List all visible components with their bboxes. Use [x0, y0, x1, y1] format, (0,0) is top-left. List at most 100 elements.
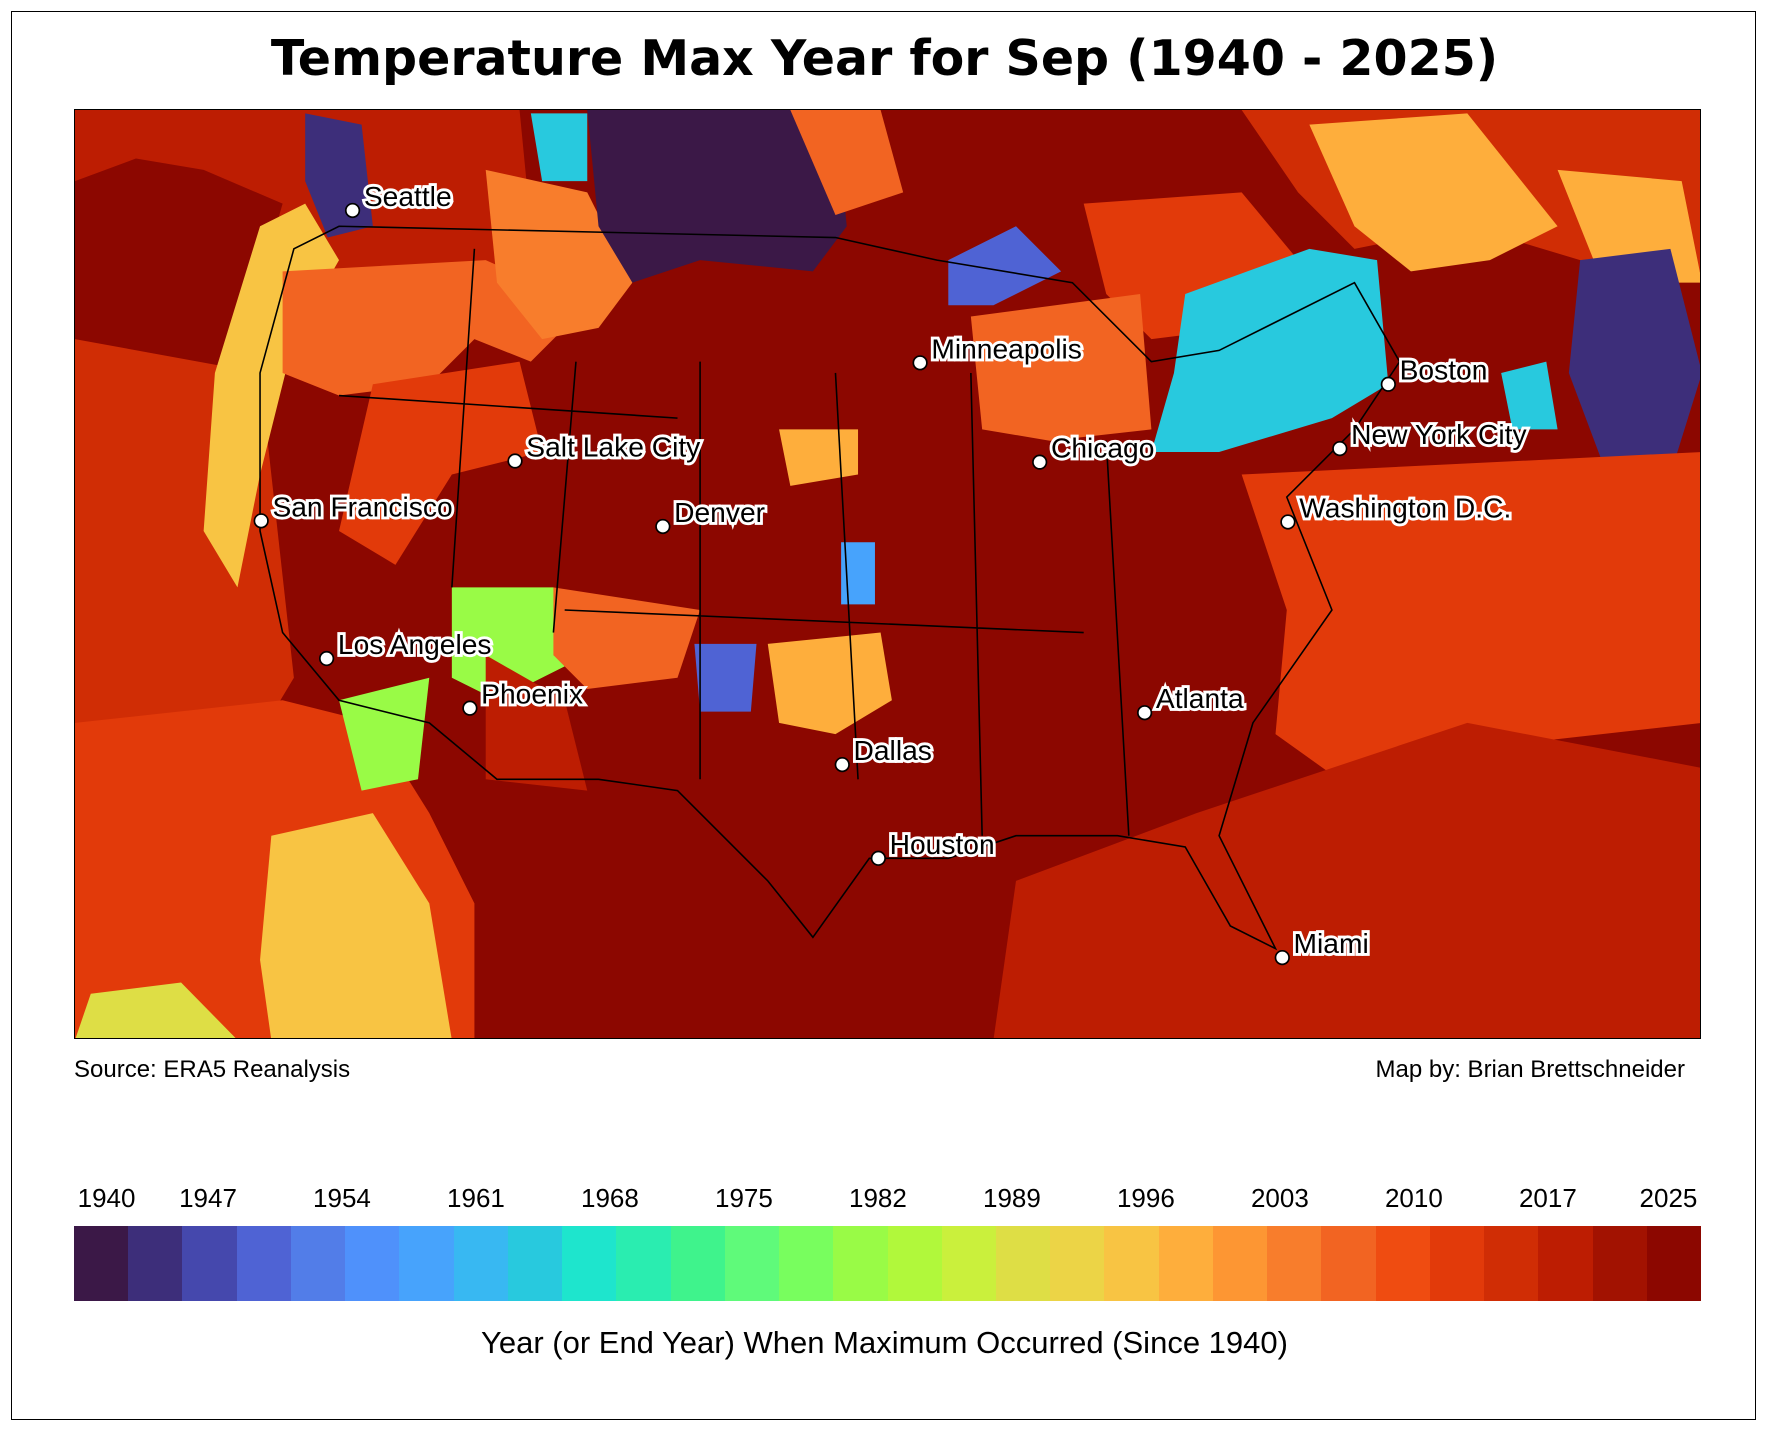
city-dot-icon: [318, 650, 335, 667]
city-label: New York City: [1351, 418, 1527, 450]
colorbar-swatch: [1538, 1226, 1593, 1301]
colorbar-tick-label: 1996: [1116, 1183, 1175, 1213]
colorbar-swatch: [74, 1226, 129, 1301]
colorbar-tick-label: 2025: [1639, 1183, 1698, 1213]
city-dot-icon: [344, 202, 361, 219]
colorbar: [74, 1226, 1702, 1301]
city-san-francisco: San Francisco: [253, 487, 456, 529]
colorbar-swatch: [1267, 1226, 1322, 1301]
city-phoenix: Phoenix: [462, 675, 586, 716]
city-markers: Seattle Minneapolis Boston Salt Lake City Ch…: [253, 177, 1530, 966]
city-label: Los Angeles: [338, 628, 492, 660]
city-dot-icon: [1032, 454, 1048, 470]
colorbar-swatch: [887, 1226, 942, 1301]
city-miami: Miami: [1274, 924, 1372, 966]
city-label: Houston: [890, 828, 995, 860]
colorbar-swatch: [1429, 1226, 1485, 1301]
figure-frame: [11, 11, 1756, 1420]
colorbar-swatch: [562, 1226, 617, 1301]
city-seattle: Seattle: [344, 177, 454, 219]
city-dot-icon: [655, 518, 671, 535]
colorbar-swatch: [453, 1226, 508, 1301]
colorbar-swatch: [1592, 1226, 1647, 1301]
colorbar-tick-label: 1940: [77, 1183, 136, 1213]
colorbar-tick-label: 1975: [715, 1183, 773, 1213]
colorbar-swatch: [1484, 1226, 1539, 1301]
city-label: Dallas: [854, 734, 932, 766]
colorbar-swatch: [616, 1226, 671, 1301]
temperature-map: Seattle Minneapolis Boston Salt Lake City Ch…: [75, 110, 1700, 1038]
colorbar-swatch: [1321, 1226, 1376, 1301]
city-dot-icon: [1280, 514, 1296, 530]
colorbar-tick-label: 2010: [1384, 1183, 1443, 1213]
colorbar-swatch: [941, 1226, 996, 1301]
colorbar-swatch: [670, 1226, 725, 1301]
colorbar-swatch: [128, 1226, 183, 1301]
city-label: Atlanta: [1156, 682, 1244, 714]
city-chicago: Chicago: [1032, 429, 1157, 470]
colorbar-tick-label: 1968: [581, 1183, 639, 1213]
city-dot-icon: [1380, 376, 1396, 392]
city-dot-icon: [507, 453, 523, 469]
city-label: Washington D.C.: [1299, 491, 1511, 523]
colorbar-swatch: [345, 1226, 400, 1301]
city-label: Seattle: [364, 180, 452, 212]
city-los-angeles: Los Angeles: [318, 625, 494, 667]
colorbar-tick-label: 2017: [1518, 1183, 1577, 1213]
city-label: Miami: [1294, 927, 1369, 959]
credit-note: Map by: Brian Brettschneider: [1375, 1056, 1685, 1083]
colorbar-swatch: [507, 1226, 563, 1301]
city-dot-icon: [870, 850, 886, 866]
city-dot-icon: [834, 756, 850, 773]
colorbar-swatch: [833, 1226, 888, 1301]
city-dot-icon: [1137, 705, 1153, 721]
colorbar-swatch: [399, 1226, 454, 1301]
colorbar-swatch: [995, 1226, 1051, 1301]
colorbar-swatch: [1050, 1226, 1105, 1301]
colorbar-tick-label: 1954: [313, 1183, 371, 1213]
city-label: Phoenix: [481, 678, 583, 710]
colorbar-ticks: 1940 1947 1954 1961 1968 1975 1982 1989 1996 2003…: [74, 1183, 1701, 1213]
city-minneapolis: Minneapolis: [912, 329, 1085, 371]
city-salt-lake-city: Salt Lake City: [507, 428, 704, 469]
colorbar-swatch: [1212, 1226, 1268, 1301]
colorbar-swatch: [779, 1226, 834, 1301]
city-new-york-city: New York City: [1332, 415, 1530, 457]
colorbar-tick-label: 1982: [849, 1183, 907, 1213]
colorbar-swatch: [290, 1226, 346, 1301]
city-dot-icon: [253, 513, 269, 529]
colorbar-tick-label: 1989: [982, 1183, 1041, 1213]
city-label: Minneapolis: [931, 332, 1081, 364]
city-label: Denver: [674, 496, 765, 528]
city-label: Boston: [1400, 354, 1488, 386]
city-boston: Boston: [1380, 351, 1490, 392]
source-note: Source: ERA5 Reanalysis: [74, 1056, 351, 1083]
city-dallas: Dallas: [834, 731, 935, 773]
colorbar-swatch: [236, 1226, 291, 1301]
colorbar-swatch: [182, 1226, 237, 1301]
field-shading: [75, 110, 1700, 1038]
colorbar-swatch: [724, 1226, 780, 1301]
colorbar-swatch: [1158, 1226, 1213, 1301]
city-label: San Francisco: [272, 490, 452, 522]
city-dot-icon: [912, 355, 928, 371]
city-label: Salt Lake City: [526, 430, 701, 462]
city-washington-dc: Washington D.C.: [1280, 489, 1514, 530]
colorbar-tick-label: 2003: [1250, 1183, 1309, 1213]
city-dot-icon: [1274, 949, 1290, 966]
city-dot-icon: [1332, 440, 1348, 457]
colorbar-tick-label: 1947: [179, 1183, 237, 1213]
map-title: Temperature Max Year for Sep (1940 - 202…: [270, 30, 1499, 87]
colorbar-swatch: [1104, 1226, 1159, 1301]
city-atlanta: Atlanta: [1137, 679, 1247, 721]
colorbar-swatch: [1646, 1226, 1702, 1301]
city-dot-icon: [462, 700, 478, 716]
colorbar-swatch: [1375, 1226, 1430, 1301]
city-denver: Denver: [655, 493, 768, 535]
city-label: Chicago: [1051, 432, 1154, 464]
city-houston: Houston: [870, 825, 997, 866]
state-borders: [259, 225, 1401, 951]
colorbar-label: Year (or End Year) When Maximum Occurred…: [481, 1325, 1288, 1360]
colorbar-tick-label: 1961: [447, 1183, 505, 1213]
map-panel: Seattle Minneapolis Boston Salt Lake City Ch…: [74, 109, 1701, 1039]
